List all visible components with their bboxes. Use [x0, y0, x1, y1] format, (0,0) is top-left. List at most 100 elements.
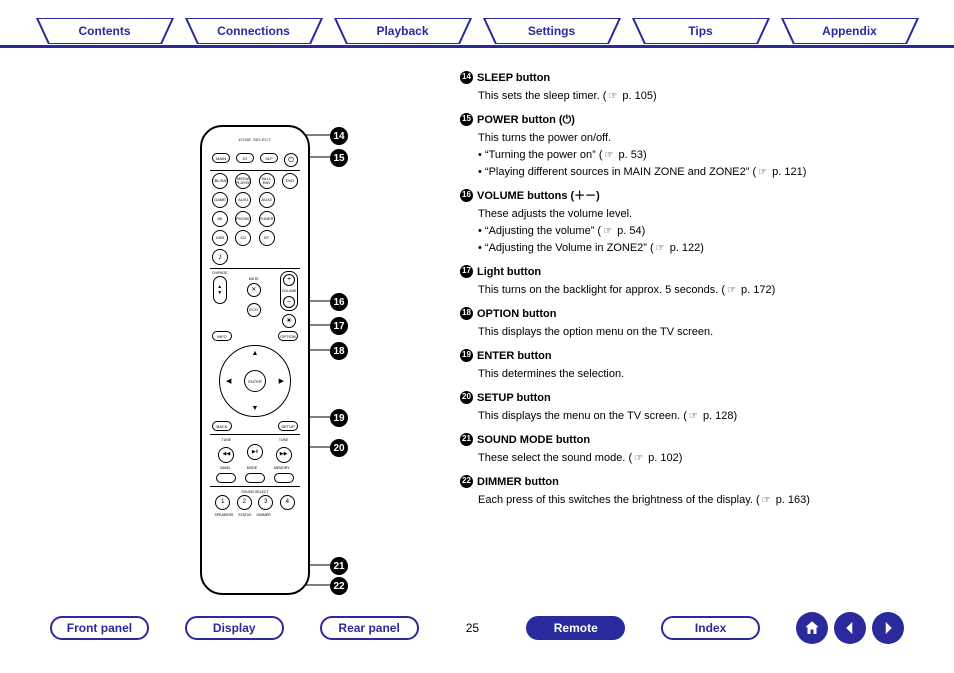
- mode-label: MODE: [247, 466, 258, 470]
- tab-label: Connections: [217, 24, 290, 38]
- desc-item-15: 15 POWER button (⏻) This turns the power o…: [460, 112, 920, 180]
- desc-body: These select the sound mode. (☞ p. 102): [478, 450, 920, 467]
- desc-body: This displays the menu on the TV screen.…: [478, 408, 920, 425]
- ch-page-rocker: ▲▼: [213, 276, 227, 304]
- desc-bullet: “Adjusting the volume” (☞ p. 54): [478, 223, 920, 240]
- desc-item-14: 14 SLEEP button This sets the sleep timer.…: [460, 70, 920, 104]
- src-btn: GAME: [212, 192, 228, 208]
- mute-button: ✕: [247, 283, 261, 297]
- speakers-label: SPEAKERS: [214, 513, 233, 517]
- enter-button: ENTER: [244, 370, 266, 392]
- tab-settings[interactable]: Settings: [482, 18, 622, 44]
- desc-title: SETUP button: [477, 392, 551, 404]
- remote-control: ZONE SELECT MAIN Z2 SLP ⏻ CBL/SAT MEDIA …: [200, 125, 310, 595]
- top-nav: Contents Connections Playback Settings T…: [0, 18, 954, 48]
- page-ref-icon: ☞: [762, 493, 771, 508]
- desc-body: This turns the power on/off.: [478, 130, 920, 147]
- tab-playback[interactable]: Playback: [333, 18, 473, 44]
- front-panel-button[interactable]: Front panel: [50, 616, 149, 640]
- desc-body: This turns on the backlight for approx. …: [478, 282, 920, 299]
- memory-label: MEMORY: [274, 466, 290, 470]
- home-icon[interactable]: [796, 612, 828, 644]
- dpad: ENTER ▲ ▼ ◀ ▶: [219, 345, 291, 417]
- tab-tips[interactable]: Tips: [631, 18, 771, 44]
- page-ref-icon: ☞: [758, 165, 767, 180]
- back-button: BACK: [212, 421, 232, 431]
- page-ref-icon: ☞: [656, 241, 665, 256]
- dimmer-label: DIMMER: [256, 513, 270, 517]
- desc-title: DIMMER button: [477, 476, 559, 488]
- src-btn: MEDIA PLAYER: [235, 173, 251, 189]
- prev-page-icon[interactable]: [834, 612, 866, 644]
- eco-button: ECO: [247, 303, 261, 317]
- desc-title: OPTION button: [477, 308, 556, 320]
- num-2: 2: [237, 495, 252, 510]
- info-button: INFO: [212, 331, 232, 341]
- mode-button: [245, 473, 265, 483]
- src-btn: BT: [259, 230, 275, 246]
- desc-title: POWER button (⏻): [477, 114, 575, 126]
- zone-select-label: ZONE SELECT: [202, 137, 308, 142]
- descriptions: 14 SLEEP button This sets the sleep timer.…: [460, 70, 920, 516]
- mute-label: MUTE: [249, 277, 259, 281]
- callout-17: 17: [330, 317, 348, 335]
- status-label: STATUS: [238, 513, 251, 517]
- tab-connections[interactable]: Connections: [184, 18, 324, 44]
- remote-button[interactable]: Remote: [526, 616, 625, 640]
- tab-appendix[interactable]: Appendix: [780, 18, 920, 44]
- desc-num: 17: [460, 265, 473, 278]
- desc-item-21: 21SOUND MODE buttonThese select the soun…: [460, 432, 920, 466]
- src-btn: CBL/SAT: [212, 173, 228, 189]
- next-page-icon[interactable]: [872, 612, 904, 644]
- tab-label: Contents: [79, 24, 131, 38]
- desc-num: 19: [460, 349, 473, 362]
- desc-num: 14: [460, 71, 473, 84]
- tab-contents[interactable]: Contents: [35, 18, 175, 44]
- src-btn: BLU-RAY: [259, 173, 275, 189]
- desc-item-16: 16VOLUME buttons (＋－)These adjusts the v…: [460, 188, 920, 256]
- option-button: OPTION: [278, 331, 298, 341]
- src-btn: USB: [212, 230, 228, 246]
- tab-label: Settings: [528, 24, 575, 38]
- src-btn: DVD: [282, 173, 298, 189]
- bottom-nav: Front panel Display Rear panel 25 Remote…: [0, 613, 954, 643]
- ch-page-label: CH/PAGE: [212, 271, 228, 275]
- page-ref-icon: ☞: [689, 409, 698, 424]
- src-btn: 8K: [212, 211, 228, 227]
- callout-15: 15: [330, 149, 348, 167]
- desc-title: ENTER button: [477, 350, 552, 362]
- memory-button: [274, 473, 294, 483]
- display-button[interactable]: Display: [185, 616, 284, 640]
- page-ref-icon: ☞: [605, 148, 614, 163]
- desc-item-20: 20SETUP buttonThis displays the menu on …: [460, 390, 920, 424]
- remote-diagram: ZONE SELECT MAIN Z2 SLP ⏻ CBL/SAT MEDIA …: [200, 125, 310, 595]
- callout-21: 21: [330, 557, 348, 575]
- index-button[interactable]: Index: [661, 616, 760, 640]
- desc-body: This sets the sleep timer. (☞ p. 105): [478, 88, 920, 105]
- desc-num: 15: [460, 113, 473, 126]
- desc-title: SLEEP button: [477, 72, 550, 84]
- desc-title: Light button: [477, 266, 541, 278]
- desc-title: SOUND MODE button: [477, 434, 590, 446]
- sleep-button: SLP: [260, 153, 278, 163]
- desc-bullets: “Turning the power on” (☞ p. 53)“Playing…: [478, 147, 920, 180]
- page-number: 25: [455, 621, 491, 635]
- desc-num: 18: [460, 307, 473, 320]
- volume-rocker: + VOLUME −: [280, 271, 298, 311]
- rear-panel-button[interactable]: Rear panel: [320, 616, 419, 640]
- desc-item-19: 19ENTER buttonThis determines the select…: [460, 348, 920, 382]
- tab-label: Appendix: [822, 24, 877, 38]
- callout-14: 14: [330, 127, 348, 145]
- num-3: 3: [258, 495, 273, 510]
- desc-body: This displays the option menu on the TV …: [478, 324, 920, 341]
- desc-item-18: 18 OPTION button This displays the option …: [460, 306, 920, 340]
- sound-select-label: SOUND SELECT: [210, 490, 300, 494]
- desc-body: These adjusts the volume level.: [478, 206, 920, 223]
- tune-plus: ▶▶: [276, 447, 292, 463]
- setup-button: SETUP: [278, 421, 298, 431]
- desc-num: 22: [460, 475, 473, 488]
- page-ref-icon: ☞: [608, 89, 617, 104]
- src-btn: TUNER: [259, 211, 275, 227]
- desc-body: Each press of this switches the brightne…: [478, 492, 920, 509]
- desc-bullet: “Turning the power on” (☞ p. 53): [478, 147, 920, 164]
